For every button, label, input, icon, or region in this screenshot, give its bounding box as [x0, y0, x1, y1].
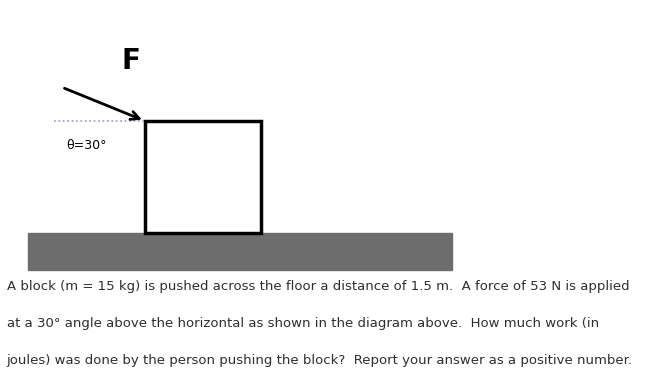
Text: A block (m = 15 kg) is pushed across the floor a distance of 1.5 m.  A force of : A block (m = 15 kg) is pushed across the…	[7, 279, 629, 293]
FancyBboxPatch shape	[28, 233, 453, 270]
Text: θ=30°: θ=30°	[66, 139, 106, 152]
FancyBboxPatch shape	[144, 121, 261, 233]
Text: joules) was done by the person pushing the block?  Report your answer as a posit: joules) was done by the person pushing t…	[7, 354, 632, 367]
Text: at a 30° angle above the horizontal as shown in the diagram above.  How much wor: at a 30° angle above the horizontal as s…	[7, 317, 599, 330]
Text: F: F	[122, 47, 141, 75]
